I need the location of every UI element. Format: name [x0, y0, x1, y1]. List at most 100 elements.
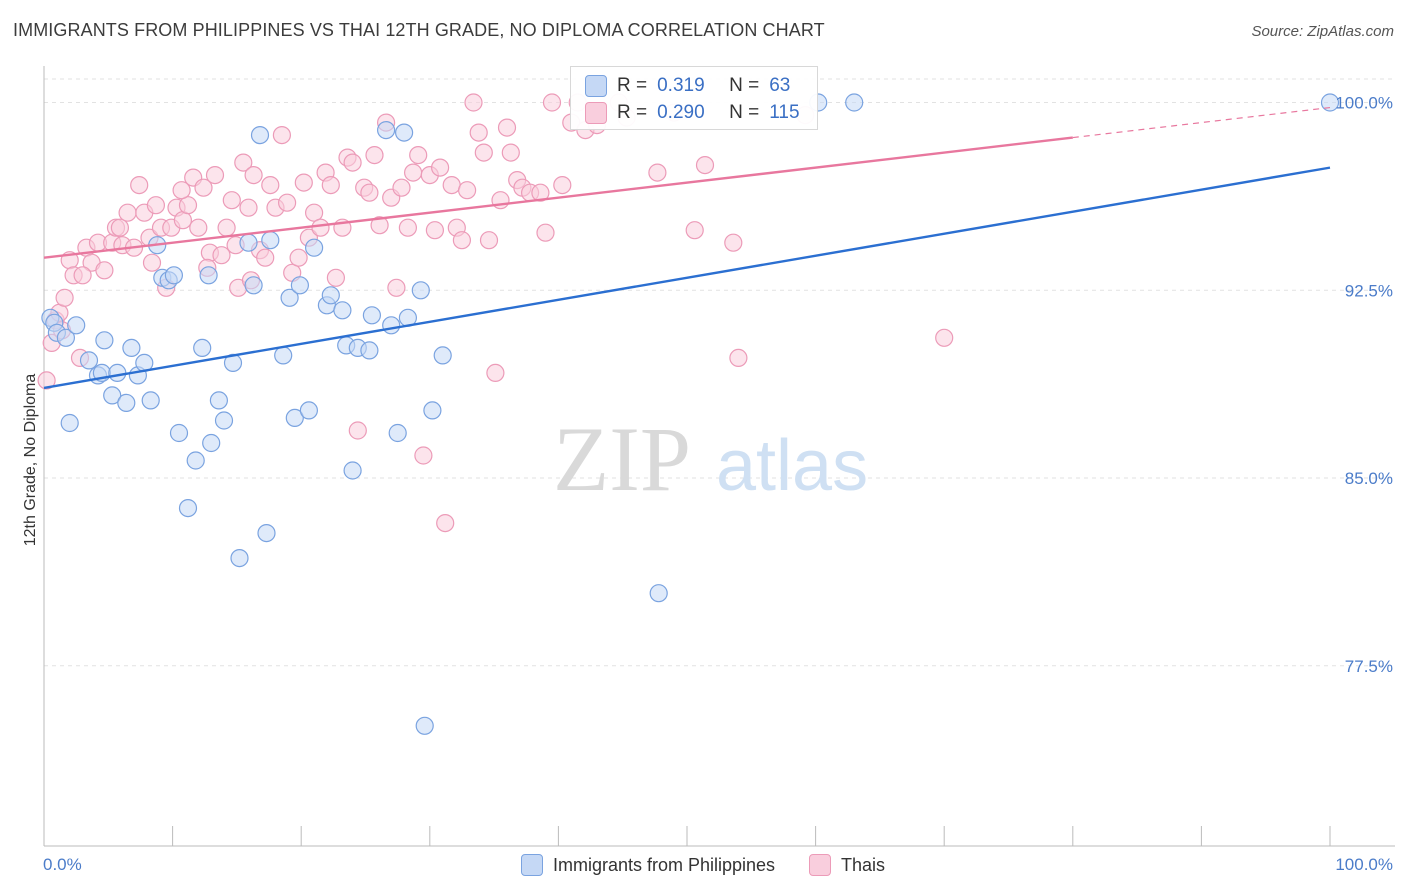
r-label: R =	[617, 102, 648, 123]
data-point-thais	[205, 166, 225, 185]
watermark: ZIP atlas	[553, 408, 868, 510]
x-tick-label: 0.0%	[43, 855, 82, 874]
data-point-thais	[458, 181, 477, 200]
data-point-philippines	[388, 423, 407, 443]
data-point-thais	[172, 181, 191, 200]
legend-item-philippines[interactable]: Immigrants from Philippines	[520, 854, 776, 876]
data-point-thais	[431, 158, 450, 177]
data-point-thais	[474, 143, 493, 162]
data-point-philippines	[169, 423, 189, 443]
data-point-thais	[542, 93, 562, 112]
n-value: 63	[769, 75, 791, 96]
data-point-thais	[55, 288, 74, 307]
trend-line-thais	[43, 136, 1073, 259]
data-point-thais	[695, 156, 715, 175]
data-point-philippines	[382, 316, 401, 335]
data-point-philippines	[290, 276, 309, 295]
swatch-thais	[585, 102, 607, 124]
data-point-philippines	[250, 126, 270, 145]
legend-label-philippines: Immigrants from Philippines	[552, 854, 776, 875]
data-point-philippines	[280, 288, 299, 307]
data-point-thais	[256, 248, 275, 267]
data-point-thais	[685, 221, 704, 240]
data-point-thais	[387, 278, 406, 297]
bottom-legend: Immigrants from Philippines Thais	[0, 852, 1406, 878]
data-point-philippines	[103, 386, 122, 405]
data-point-philippines	[239, 233, 258, 252]
data-point-thais	[311, 218, 330, 237]
stats-row-thais: R = 0.290 N = 115	[585, 102, 800, 124]
watermark-zip: ZIP	[553, 408, 691, 510]
data-point-thais	[501, 143, 520, 162]
data-point-thais	[212, 246, 231, 265]
data-point-philippines	[230, 548, 249, 568]
data-point-thais	[531, 183, 550, 202]
data-point-philippines	[362, 306, 381, 325]
data-point-philippines	[423, 401, 442, 420]
data-point-philippines	[261, 231, 280, 250]
tick-labels: 77.5% 85.0% 92.5% 100.0% 0.0% 100.0%	[43, 94, 1393, 874]
legend-item-thais[interactable]: Thais	[809, 854, 885, 876]
legend-swatch-philippines	[520, 854, 543, 876]
data-point-philippines	[433, 346, 452, 365]
data-point-philippines	[117, 393, 136, 412]
legend-label-thais: Thais	[841, 854, 886, 875]
swatch-philippines	[585, 75, 607, 97]
trend-lines	[43, 106, 1331, 390]
data-point-thais	[724, 233, 743, 252]
data-point-philippines	[1320, 93, 1340, 112]
n-label: N =	[729, 75, 760, 96]
y-tick-label: 100.0%	[1335, 94, 1393, 113]
data-point-thais	[146, 196, 165, 215]
data-point-thais	[425, 221, 444, 240]
data-point-thais	[73, 266, 92, 285]
data-point-philippines	[164, 266, 183, 285]
y-tick-label: 85.0%	[1345, 469, 1393, 488]
series-points-thais	[37, 93, 954, 533]
data-point-thais	[261, 176, 280, 195]
data-point-thais	[452, 231, 471, 250]
data-point-philippines	[67, 316, 86, 335]
data-point-thais	[278, 193, 297, 212]
data-point-thais	[398, 218, 417, 237]
legend-swatch-thais	[809, 854, 832, 876]
data-point-thais	[142, 253, 162, 272]
data-point-philippines	[377, 121, 396, 140]
data-point-thais	[217, 218, 236, 237]
data-point-thais	[118, 203, 137, 222]
data-point-thais	[343, 153, 362, 172]
data-point-thais	[272, 126, 291, 145]
data-point-philippines	[333, 301, 352, 320]
data-point-thais	[239, 198, 258, 217]
data-point-philippines	[214, 411, 234, 430]
data-point-thais	[414, 446, 433, 465]
data-point-philippines	[257, 523, 276, 543]
data-point-philippines	[95, 331, 114, 350]
data-point-thais	[404, 163, 423, 182]
data-point-thais	[648, 163, 667, 182]
data-point-thais	[442, 176, 461, 195]
n-label: N =	[729, 102, 760, 123]
data-point-thais	[365, 146, 384, 165]
data-point-philippines	[60, 413, 79, 433]
stats-legend: R = 0.319 N = 63 R = 0.290 N = 115	[570, 66, 818, 130]
data-point-thais	[536, 223, 555, 242]
data-point-philippines	[321, 286, 340, 305]
data-point-thais	[464, 93, 483, 112]
data-point-philippines	[199, 266, 218, 285]
data-point-thais	[486, 363, 505, 382]
r-label: R =	[617, 75, 648, 96]
data-point-thais	[189, 218, 208, 237]
data-point-thais	[935, 328, 954, 347]
data-point-thais	[326, 268, 345, 287]
data-point-philippines	[274, 346, 293, 365]
data-point-philippines	[411, 281, 430, 300]
data-point-philippines	[395, 123, 414, 142]
data-point-philippines	[122, 338, 141, 357]
data-point-thais	[348, 421, 367, 440]
data-point-philippines	[141, 391, 160, 410]
data-point-thais	[321, 176, 340, 195]
data-point-thais	[479, 231, 499, 250]
data-point-philippines	[108, 363, 127, 382]
